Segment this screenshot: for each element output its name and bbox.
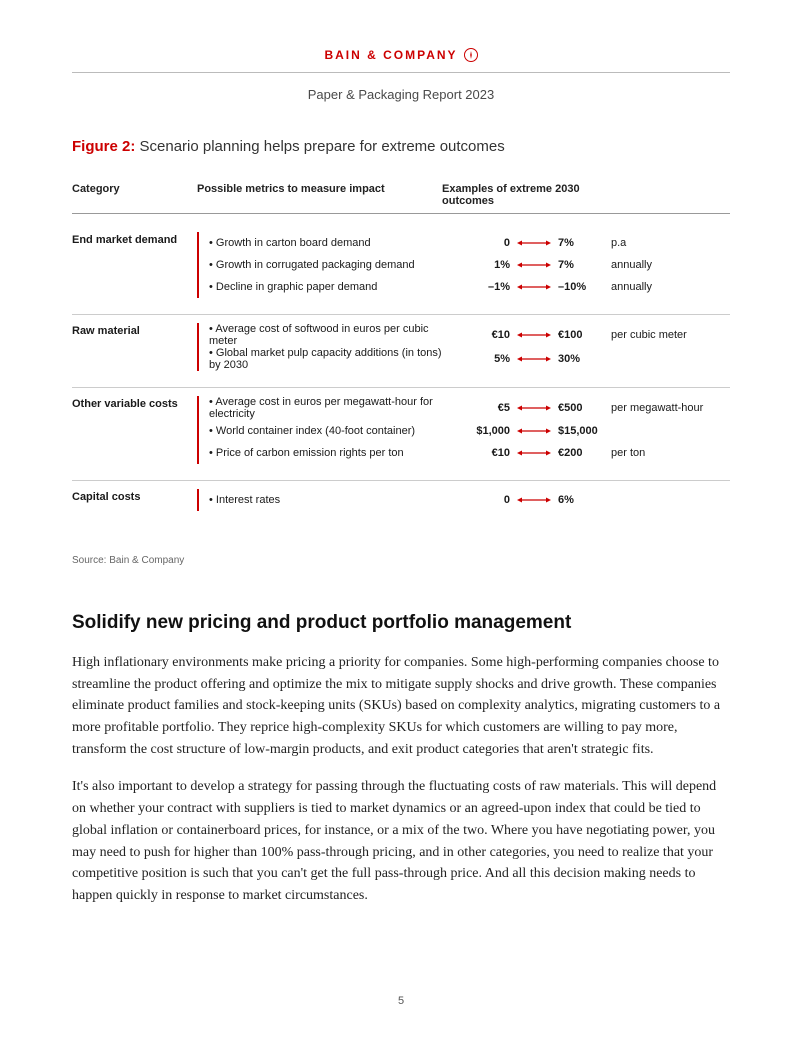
table-row: Price of carbon emission rights per ton€…	[209, 442, 730, 464]
brand-name: BAIN & COMPANY	[324, 48, 457, 62]
table-header-row: Category Possible metrics to measure imp…	[72, 183, 730, 214]
source-note: Source: Bain & Company	[72, 555, 730, 566]
outcome-low: €5	[454, 402, 514, 414]
table-row: Interest rates0 6%	[209, 489, 730, 511]
outcome-suffix: annually	[609, 259, 730, 271]
page-number: 5	[0, 995, 802, 1007]
figure-title: Figure 2: Scenario planning helps prepar…	[72, 138, 730, 155]
brand-header: BAIN & COMPANY	[72, 48, 730, 62]
range-arrow-icon	[514, 329, 554, 341]
table-row: Growth in corrugated packaging demand1% 7…	[209, 254, 730, 276]
table-row: Growth in carton board demand0 7%p.a	[209, 232, 730, 254]
section-category: Capital costs	[72, 489, 197, 511]
section-body: Average cost of softwood in euros per cu…	[197, 323, 730, 371]
range-arrow-icon	[514, 402, 554, 414]
metric-label: Decline in graphic paper demand	[209, 281, 454, 293]
table-row: Average cost of softwood in euros per cu…	[209, 323, 730, 347]
table-row: Average cost in euros per megawatt-hour …	[209, 396, 730, 420]
header-category: Category	[72, 183, 197, 207]
range-arrow-icon	[514, 259, 554, 271]
body-paragraph: It's also important to develop a strateg…	[72, 776, 730, 906]
range-arrow-icon	[514, 281, 554, 293]
outcome-high: 6%	[554, 494, 609, 506]
body-paragraph: High inflationary environments make pric…	[72, 652, 730, 760]
range-arrow-icon	[514, 237, 554, 249]
section-body: Interest rates0 6%	[197, 489, 730, 511]
table-row: Decline in graphic paper demand–1% –10%an…	[209, 276, 730, 298]
outcome-high: 7%	[554, 237, 609, 249]
outcome-high: 30%	[554, 353, 609, 365]
metric-label: Interest rates	[209, 494, 454, 506]
metric-label: Global market pulp capacity additions (i…	[209, 347, 454, 371]
outcome-suffix: annually	[609, 281, 730, 293]
header-outcomes: Examples of extreme 2030 outcomes	[442, 183, 622, 207]
outcome-low: $1,000	[454, 425, 514, 437]
section-category: Raw material	[72, 323, 197, 371]
outcome-suffix: per megawatt-hour	[609, 402, 730, 414]
table-row: World container index (40-foot container…	[209, 420, 730, 442]
figure-caption: Scenario planning helps prepare for extr…	[140, 138, 505, 155]
table-row: Global market pulp capacity additions (i…	[209, 347, 730, 371]
header-metrics: Possible metrics to measure impact	[197, 183, 442, 207]
table-section: Capital costs Interest rates0 6%	[72, 481, 730, 527]
range-arrow-icon	[514, 447, 554, 459]
header-rule	[72, 72, 730, 73]
outcome-low: –1%	[454, 281, 514, 293]
range-arrow-icon	[514, 425, 554, 437]
section-category: End market demand	[72, 232, 197, 298]
metric-label: World container index (40-foot container…	[209, 425, 454, 437]
outcome-suffix: per cubic meter	[609, 329, 730, 341]
outcome-low: €10	[454, 329, 514, 341]
outcome-high: $15,000	[554, 425, 609, 437]
metric-label: Average cost of softwood in euros per cu…	[209, 323, 454, 347]
range-arrow-icon	[514, 353, 554, 365]
section-body: Average cost in euros per megawatt-hour …	[197, 396, 730, 464]
outcome-low: €10	[454, 447, 514, 459]
section-category: Other variable costs	[72, 396, 197, 464]
metric-label: Growth in carton board demand	[209, 237, 454, 249]
section-heading: Solidify new pricing and product portfol…	[72, 612, 730, 634]
scenario-table: Category Possible metrics to measure imp…	[72, 183, 730, 527]
outcome-low: 1%	[454, 259, 514, 271]
outcome-low: 0	[454, 494, 514, 506]
table-section: End market demand Growth in carton board …	[72, 224, 730, 315]
metric-label: Average cost in euros per megawatt-hour …	[209, 396, 454, 420]
outcome-low: 0	[454, 237, 514, 249]
outcome-low: 5%	[454, 353, 514, 365]
outcome-suffix: p.a	[609, 237, 730, 249]
section-body: Growth in carton board demand07%p.aGrowt…	[197, 232, 730, 298]
metric-label: Growth in corrugated packaging demand	[209, 259, 454, 271]
report-title: Paper & Packaging Report 2023	[72, 87, 730, 102]
metric-label: Price of carbon emission rights per ton	[209, 447, 454, 459]
outcome-suffix: per ton	[609, 447, 730, 459]
table-section: Other variable costs Average cost in euro…	[72, 388, 730, 481]
outcome-high: €100	[554, 329, 609, 341]
outcome-high: 7%	[554, 259, 609, 271]
table-section: Raw material Average cost of softwood in …	[72, 315, 730, 388]
outcome-high: €500	[554, 402, 609, 414]
compass-icon	[464, 48, 478, 62]
outcome-high: €200	[554, 447, 609, 459]
range-arrow-icon	[514, 494, 554, 506]
figure-label: Figure 2:	[72, 138, 135, 155]
outcome-high: –10%	[554, 281, 609, 293]
